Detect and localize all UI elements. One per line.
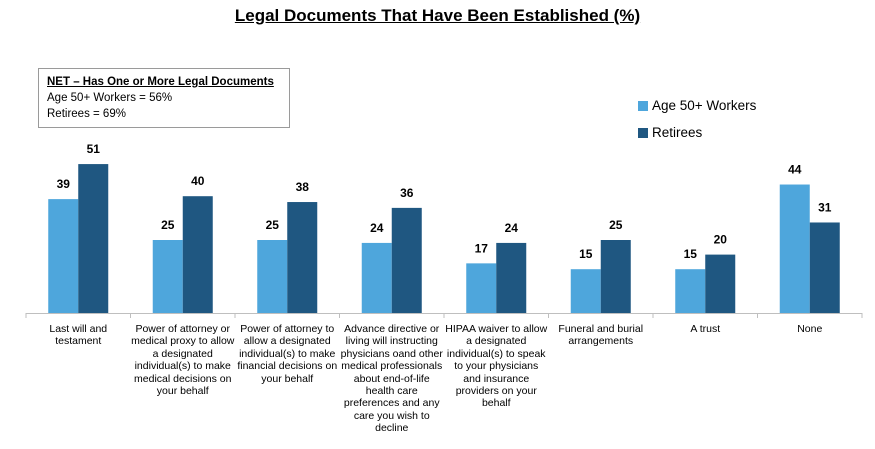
data-label-workers-trust: 15 [684,247,698,261]
bar-retirees-last-will [78,164,109,313]
net-summary-heading: NET – Has One or More Legal Documents [47,76,274,88]
legend: Age 50+ Workers Retirees [638,92,756,146]
legend-label-workers: Age 50+ Workers [652,98,757,113]
data-label-retirees-none: 31 [818,200,832,214]
data-label-retirees-medical-poa: 40 [191,174,205,188]
data-label-retirees-advance-directive: 36 [400,186,414,200]
data-label-workers-none: 44 [788,163,802,177]
bar-retirees-trust [705,254,736,313]
data-label-retirees-financial-poa: 38 [296,180,310,194]
bar-retirees-hipaa-waiver [496,242,527,313]
bar-retirees-none [809,222,840,313]
bar-retirees-medical-poa [182,196,213,313]
bar-workers-none [779,184,810,313]
data-label-workers-last-will: 39 [57,177,71,191]
bar-workers-advance-directive [361,242,392,313]
data-label-workers-advance-directive: 24 [370,221,384,235]
net-summary-box: NET – Has One or More Legal Documents Ag… [38,68,290,128]
bar-retirees-advance-directive [391,207,422,313]
data-label-workers-medical-poa: 25 [161,218,175,232]
bar-workers-trust [675,269,706,313]
category-label-trust: A trust [690,323,721,335]
data-label-retirees-last-will: 51 [87,142,101,156]
legend-label-retirees: Retirees [652,125,703,140]
category-label-none: None [797,323,823,335]
legend-swatch-workers [638,100,648,111]
category-label-hipaa-waiver: HIPAA waiver to allow a designated indiv… [445,323,548,410]
data-label-retirees-hipaa-waiver: 24 [505,221,519,235]
category-label-funeral-arrangements: Funeral and burial arrangements [558,323,644,348]
net-summary-retirees: Retirees = 69% [47,108,126,120]
legend-item-retirees: Retirees [638,119,756,146]
legend-item-workers: Age 50+ Workers [638,92,756,119]
bar-workers-medical-poa [152,240,183,313]
category-label-medical-poa: Power of attorney or medical proxy to al… [131,323,235,398]
data-label-retirees-trust: 20 [714,233,728,247]
category-label-financial-poa: Power of attorney to allow a designated … [237,323,338,385]
data-label-workers-funeral-arrangements: 15 [579,247,593,261]
bar-workers-last-will [48,199,79,313]
legend-swatch-retirees [638,127,648,138]
net-summary-workers: Age 50+ Workers = 56% [47,92,173,104]
bar-workers-hipaa-waiver [466,263,497,313]
category-label-advance-directive: Advance directive or living will instruc… [340,323,443,435]
data-label-workers-financial-poa: 25 [266,218,280,232]
bar-workers-funeral-arrangements [570,269,601,313]
data-label-workers-hipaa-waiver: 17 [475,241,489,255]
category-label-last-will: Last will and testament [49,323,108,348]
bar-retirees-financial-poa [287,202,318,313]
chart-title: Legal Documents That Have Been Establish… [234,6,641,25]
bar-retirees-funeral-arrangements [600,240,631,313]
data-label-retirees-funeral-arrangements: 25 [609,218,623,232]
bar-workers-financial-poa [257,240,288,313]
